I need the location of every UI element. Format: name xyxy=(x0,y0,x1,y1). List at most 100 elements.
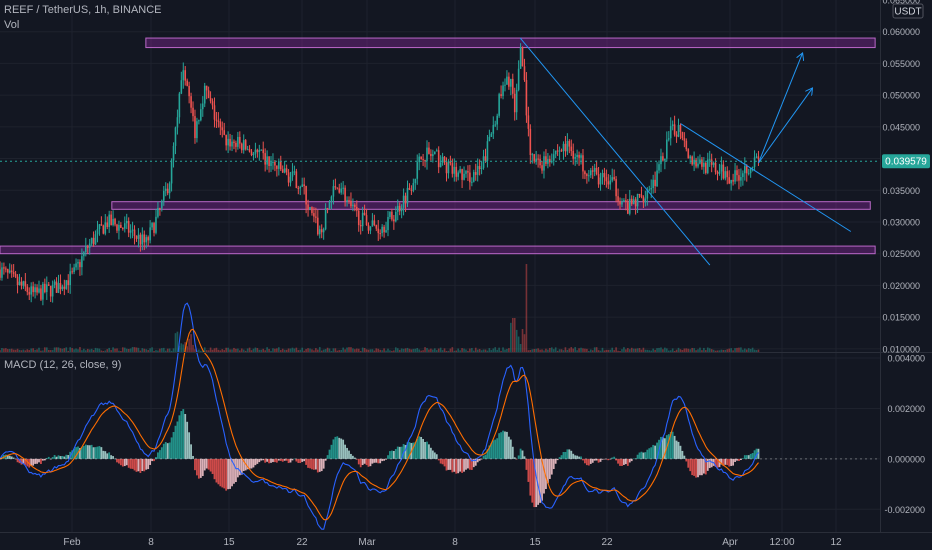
candle-body xyxy=(166,188,169,194)
volume-bar xyxy=(182,344,185,352)
price-zone[interactable] xyxy=(111,201,871,210)
macd-histogram-bar xyxy=(548,458,551,479)
macd-histogram-bar xyxy=(431,450,434,459)
volume-bar xyxy=(155,350,157,352)
candle-body xyxy=(90,237,93,244)
macd-histogram-bar xyxy=(151,458,153,462)
candle-body xyxy=(531,154,534,156)
volume-bar xyxy=(654,349,656,352)
candle-body xyxy=(242,140,245,151)
macd-histogram-bar xyxy=(695,458,697,478)
macd-histogram-bar xyxy=(743,455,746,459)
candle-body xyxy=(356,206,358,211)
macd-legend[interactable]: MACD (12, 26, close, 9) xyxy=(4,359,121,371)
candle-body xyxy=(84,246,87,253)
candle-body xyxy=(328,201,331,209)
candle-body xyxy=(145,237,148,243)
candle-body xyxy=(609,180,612,185)
candle-body xyxy=(260,149,263,151)
currency-badge[interactable]: USDT xyxy=(892,3,924,19)
candle-body xyxy=(16,276,19,286)
time-tick-label: 15 xyxy=(529,537,541,548)
volume-bar xyxy=(535,348,537,352)
volume-bar xyxy=(42,350,44,352)
candle-body xyxy=(685,140,688,150)
candle-body xyxy=(24,281,27,287)
candle-body xyxy=(486,141,489,161)
candle-body xyxy=(301,184,304,187)
symbol-legend[interactable]: REEF / TetherUS, 1h, BINANCE xyxy=(4,4,162,16)
volume-bar xyxy=(100,350,103,352)
macd-histogram-bar xyxy=(197,458,200,479)
candle-body xyxy=(162,190,165,201)
volume-bar xyxy=(270,350,272,352)
candle-body xyxy=(244,140,247,150)
candle-body xyxy=(34,287,36,293)
macd-histogram-bar xyxy=(57,455,60,459)
trendline[interactable] xyxy=(758,89,811,164)
macd-histogram-bar xyxy=(726,458,729,466)
candle-body xyxy=(379,233,382,235)
macd-histogram-bar xyxy=(541,458,543,501)
macd-histogram-bar xyxy=(433,452,436,459)
candle-body xyxy=(276,165,278,169)
volume-bar xyxy=(90,348,93,352)
macd-histogram-bar xyxy=(482,455,485,459)
price-zone[interactable] xyxy=(145,37,876,49)
macd-histogram-bar xyxy=(176,421,179,459)
volume-bar xyxy=(541,349,543,352)
macd-axis[interactable]: 0.004000 0.002000 0.000000 -0.002000 xyxy=(884,354,925,515)
macd-histogram-bar xyxy=(227,458,230,490)
volume-bar xyxy=(445,350,448,352)
macd-histogram-bar xyxy=(747,455,750,459)
volume-bar xyxy=(439,347,442,352)
volume-bar xyxy=(143,348,146,352)
macd-histogram-bar xyxy=(196,458,198,476)
trendline[interactable] xyxy=(757,54,802,164)
volume-bar xyxy=(652,348,654,352)
volume-bar xyxy=(14,349,17,352)
trendline[interactable] xyxy=(519,37,711,266)
price-zone[interactable] xyxy=(0,245,876,255)
macd-histogram-bar xyxy=(389,451,391,459)
volume-bar xyxy=(285,349,288,352)
candle-body xyxy=(88,243,91,248)
trendlines[interactable] xyxy=(519,37,852,266)
macd-histogram-bar xyxy=(116,458,118,463)
macd-histogram-bar xyxy=(529,458,532,496)
candle-body xyxy=(246,149,249,151)
volume-bar xyxy=(239,350,241,352)
volume-bar xyxy=(745,349,748,352)
candle-body xyxy=(287,172,290,183)
volume-bar xyxy=(488,348,491,352)
candle-body xyxy=(394,211,397,222)
candle-body xyxy=(283,168,286,173)
candle-body xyxy=(172,145,175,161)
macd-histogram-bar xyxy=(98,446,101,459)
candle-body xyxy=(658,164,660,171)
macd-histogram-bar xyxy=(318,458,321,472)
macd-tick-label: -0.002000 xyxy=(884,505,925,515)
volume-bar xyxy=(504,349,506,352)
volume-legend[interactable]: Vol xyxy=(4,19,19,31)
volume-bar xyxy=(474,347,477,352)
horizontal-zones[interactable] xyxy=(0,37,876,255)
macd-histogram-bar xyxy=(535,458,538,508)
volume-bar xyxy=(751,347,754,352)
macd-histogram-bar xyxy=(59,456,62,459)
candle-body xyxy=(510,78,512,87)
candle-body xyxy=(441,156,444,163)
volume-bar xyxy=(40,350,42,352)
volume-bar xyxy=(681,350,684,352)
trendline[interactable] xyxy=(680,123,852,232)
price-axis[interactable]: 0.065000 0.060000 0.055000 0.050000 0.045000… xyxy=(882,0,920,354)
volume-bar xyxy=(371,349,374,352)
macd-histogram-bar xyxy=(207,458,210,470)
candle-body xyxy=(122,227,124,229)
volume-bar xyxy=(687,348,690,352)
volume-bar xyxy=(586,348,588,352)
macd-histogram-bar xyxy=(182,409,185,459)
time-axis[interactable]: Feb 8 15 22 Mar 8 15 22 Apr 12:00 12 xyxy=(63,537,842,548)
volume-bar xyxy=(254,347,257,352)
